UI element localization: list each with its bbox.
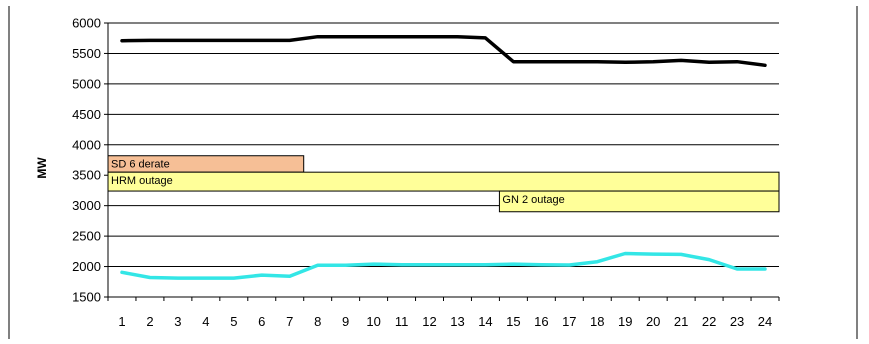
annotation-label: GN 2 outage [502, 194, 564, 206]
x-tick-label: 20 [646, 314, 660, 329]
series-line-1 [120, 34, 767, 68]
y-tick-label: 2500 [72, 229, 101, 244]
x-tick-label: 1 [118, 314, 125, 329]
annotation-label: SD 6 derate [111, 159, 170, 171]
y-tick-label: 6000 [72, 16, 101, 31]
x-tick-label: 3 [174, 314, 181, 329]
x-tick-label: 15 [506, 314, 520, 329]
axes: 1500 2000 2500 3000 3500 4000 4500 5000 5500 6000… [72, 16, 780, 329]
x-tick-label: 23 [730, 314, 744, 329]
x-tick-label: 6 [258, 314, 265, 329]
x-tick-label: 11 [395, 314, 409, 329]
x-tick-label: 12 [422, 314, 436, 329]
x-tick-label: 9 [342, 314, 349, 329]
y-tick-label: 5500 [72, 46, 101, 61]
annotation-label: HRM outage [111, 175, 173, 187]
y-tick-label: 1500 [72, 290, 101, 305]
x-tick-label: 17 [562, 314, 576, 329]
y-tick-label: 2000 [72, 259, 101, 274]
x-tick-label: 14 [478, 314, 492, 329]
y-tick-label: 4000 [72, 137, 101, 152]
x-tick-label: 21 [674, 314, 688, 329]
x-tick-label: 4 [202, 314, 209, 329]
y-tick-label: 3500 [72, 168, 101, 183]
x-tick-label: 10 [366, 314, 380, 329]
x-tick-label: 16 [534, 314, 548, 329]
annotation-bands: SD 6 derate HRM outage GN 2 outage [107, 155, 780, 213]
x-tick-label: 8 [314, 314, 321, 329]
y-tick-label: 3000 [72, 198, 101, 213]
y-tick-label: 5000 [72, 76, 101, 91]
x-tick-label: 19 [618, 314, 632, 329]
y-axis-label: MW [35, 157, 49, 179]
x-tick-label: 24 [758, 314, 772, 329]
series-line-2 [120, 251, 767, 280]
grid-lines [108, 22, 779, 268]
x-tick-label: 2 [146, 314, 153, 329]
annotation-band [498, 190, 780, 213]
x-tick-label: 13 [450, 314, 464, 329]
y-tick-label: 4500 [72, 107, 101, 122]
annotation-band [107, 171, 780, 192]
x-tick-label: 7 [286, 314, 293, 329]
x-tick-label: 5 [230, 314, 237, 329]
series-lines [120, 34, 767, 280]
x-tick-label: 18 [590, 314, 604, 329]
x-tick-label: 22 [702, 314, 716, 329]
